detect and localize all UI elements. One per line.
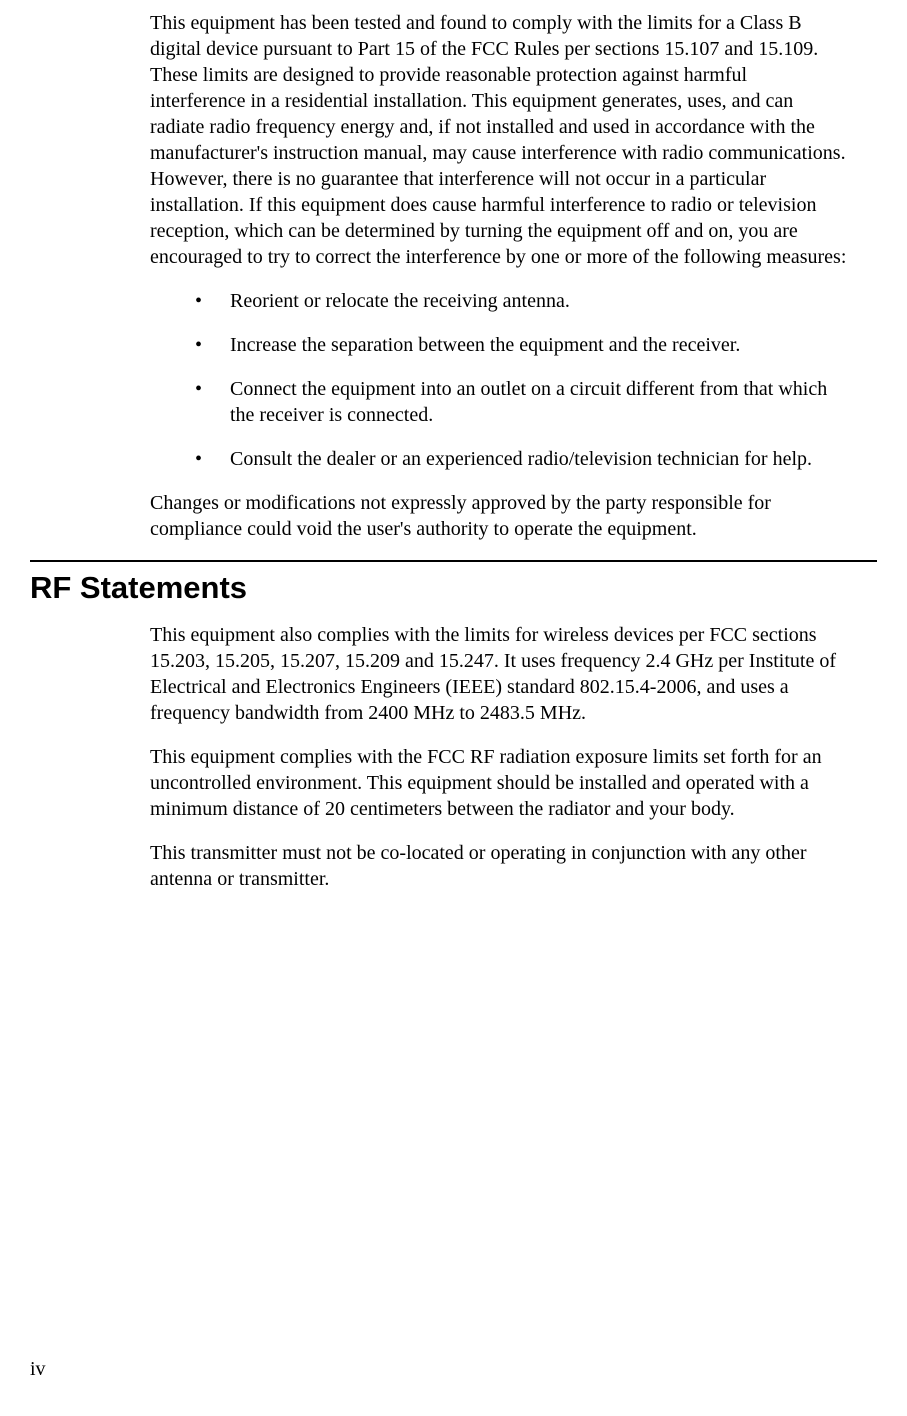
rf-paragraph-1: This equipment also complies with the li… — [150, 622, 847, 726]
list-item: Connect the equipment into an outlet on … — [195, 376, 847, 428]
list-item: Increase the separation between the equi… — [195, 332, 847, 358]
intro-paragraph: This equipment has been tested and found… — [150, 10, 847, 270]
changes-paragraph: Changes or modifications not expressly a… — [150, 490, 847, 542]
list-item: Reorient or relocate the receiving anten… — [195, 288, 847, 314]
rf-statements-heading: RF Statements — [30, 570, 877, 606]
section-divider — [30, 560, 877, 562]
page-number: iv — [30, 1358, 46, 1381]
rf-paragraph-3: This transmitter must not be co-located … — [150, 840, 847, 892]
rf-paragraph-2: This equipment complies with the FCC RF … — [150, 744, 847, 822]
list-item: Consult the dealer or an experienced rad… — [195, 446, 847, 472]
measures-list: Reorient or relocate the receiving anten… — [195, 288, 847, 472]
